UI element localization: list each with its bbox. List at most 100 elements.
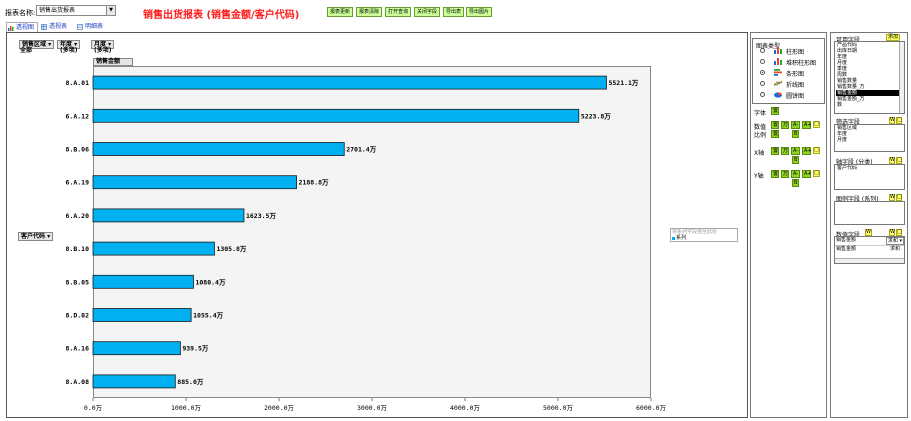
chart-type-radio-pie[interactable] (760, 92, 765, 97)
x-font-increase-button[interactable]: A+ (802, 147, 812, 155)
data-label: 1623.5万 (246, 212, 276, 220)
data-wan-button[interactable]: 万 (781, 121, 789, 129)
chevron-down-icon[interactable]: ▾ (46, 41, 52, 48)
axis-box-button[interactable]: □ (896, 157, 902, 164)
chart-type-label: 圆饼图 (786, 93, 805, 100)
x-box-button[interactable]: □ (813, 147, 820, 154)
data-font-decrease-button[interactable]: A- (791, 121, 800, 129)
filter-region-label: 销售区域 (22, 41, 47, 48)
legend-fields-title: 图例字段 (系列) (836, 196, 879, 203)
chevron-down-icon[interactable]: ▼ (106, 6, 115, 15)
y-bold-button[interactable]: B (792, 179, 799, 187)
chart-type-radio-line[interactable] (760, 81, 765, 86)
chevron-down-icon[interactable]: ▾ (106, 41, 112, 48)
value-field-button[interactable]: 销售金额 (93, 58, 133, 66)
horizontal-scrollbar[interactable] (835, 258, 904, 263)
value-row-name: 销售金额 (836, 246, 857, 252)
legend-w-button[interactable]: W (889, 194, 895, 201)
report-select[interactable]: 销售出货报表 ▼ (36, 5, 116, 16)
chart-type-radio-bar[interactable] (760, 70, 765, 75)
filter-w-button[interactable]: W (889, 117, 895, 124)
value-box-button[interactable]: □ (896, 229, 902, 236)
axis-w-button[interactable]: W (889, 157, 895, 164)
available-fields-list[interactable]: 产品代码 出库日期 年度 月度 季度 周数 销售数量 销售数量_万 销售金额 销售金额_万数 (834, 41, 905, 114)
category-label: 6.A.19 (66, 179, 90, 187)
bar (92, 142, 345, 156)
clear-report-button[interactable]: 报表清除 (356, 7, 383, 17)
value-row-agg: 求和 (889, 246, 900, 252)
filter-box-button[interactable]: □ (896, 117, 902, 124)
x-bold-button[interactable]: B (792, 156, 799, 164)
aggregation-select[interactable]: 求和 ▾ (885, 237, 904, 245)
scrollbar[interactable] (899, 42, 904, 113)
x-font-decrease-button[interactable]: A- (791, 147, 800, 155)
filter-field-year[interactable]: 年度 ▾ (57, 40, 81, 49)
filter-fields-list[interactable]: 销售区域 年度 月度 (834, 124, 905, 152)
tab-pivot-chart[interactable]: 透视图 (6, 22, 39, 32)
filter-field-month[interactable]: 月度 ▾ (91, 40, 115, 49)
list-item[interactable]: 年度 (837, 131, 848, 137)
x-set-button[interactable]: 置 (771, 147, 779, 155)
export-table-button[interactable]: 导出表 (443, 7, 465, 17)
list-item[interactable]: 出库日期 (837, 48, 858, 54)
list-item[interactable]: 销售金额_万 (837, 96, 865, 102)
list-item[interactable]: 销售数量 (837, 78, 858, 84)
tab-detail-table[interactable]: 明细表 (76, 22, 106, 32)
chevron-down-icon[interactable]: ▾ (897, 238, 902, 244)
chevron-down-icon[interactable]: ▾ (72, 41, 78, 48)
list-item[interactable]: 销售数量_万 (837, 84, 865, 90)
legend-swatch (672, 236, 675, 240)
row-field-customer-code[interactable]: 客户代码 ▾ (18, 232, 54, 241)
font-set-button[interactable]: 置 (771, 107, 779, 115)
list-item[interactable]: 周数 (837, 72, 848, 78)
list-item[interactable]: 季度 (837, 66, 848, 72)
value-fields-list[interactable]: 销售金额 求和 ▾ 销售金额 求和 (834, 236, 905, 264)
data-bold-button[interactable]: B (792, 130, 799, 138)
filter-year-label: 年度 (60, 41, 73, 48)
report-select-value: 销售出货报表 (39, 7, 76, 14)
list-item[interactable]: 月度 (837, 137, 848, 143)
chart-type-label: 柱形图 (786, 49, 805, 56)
y-font-decrease-button[interactable]: A- (791, 170, 800, 178)
open-query-button[interactable]: 打开查询 (385, 7, 412, 17)
chevron-down-icon[interactable]: ▾ (45, 233, 51, 240)
export-image-button[interactable]: 导出图片 (466, 7, 493, 17)
bar (92, 241, 215, 256)
list-item[interactable]: 月度 (837, 60, 848, 66)
legend-box-button[interactable]: □ (896, 194, 902, 201)
y-set-button[interactable]: 置 (771, 170, 779, 178)
y-wan-button[interactable]: 万 (781, 170, 789, 178)
list-item[interactable]: 客户代码 (837, 165, 858, 171)
value-w-button[interactable]: W (865, 229, 872, 236)
value-w2-button[interactable]: W (889, 229, 895, 236)
ratio-set-button[interactable]: 置 (771, 130, 779, 138)
x-wan-button[interactable]: 万 (781, 147, 789, 155)
chart-type-radio-column[interactable] (760, 48, 765, 53)
category-label: 8.B.06 (66, 146, 90, 154)
chart-type-radio-stacked-column[interactable] (760, 59, 765, 64)
data-font-increase-button[interactable]: A+ (802, 121, 812, 129)
value-field-row[interactable]: 销售金额 求和 (835, 246, 904, 252)
tab-label: 透视图 (16, 23, 35, 31)
list-item[interactable]: 数 (837, 102, 843, 108)
data-box-button[interactable]: □ (813, 121, 820, 128)
list-item[interactable]: 销售区域 (837, 125, 858, 131)
data-set-button[interactable]: 置 (771, 121, 779, 129)
refresh-report-button[interactable]: 报表更新 (327, 7, 354, 17)
axis-fields-list[interactable]: 客户代码 (834, 164, 905, 190)
list-item[interactable]: 销售金额 (836, 90, 899, 96)
tab-pivot-table[interactable]: 透视表 (40, 22, 70, 32)
chart-type-label: 条形图 (786, 71, 805, 78)
list-item[interactable]: 产品代码 (837, 42, 858, 48)
close-fields-button[interactable]: 关闭字段 (414, 7, 441, 17)
legend-fields-list[interactable] (834, 201, 905, 225)
add-field-button[interactable]: 添加 (886, 34, 900, 41)
bar (92, 374, 176, 389)
y-box-button[interactable]: □ (813, 170, 820, 177)
filter-field-region[interactable]: 销售区域 ▾ (19, 40, 55, 49)
y-font-increase-button[interactable]: A+ (802, 170, 812, 178)
list-item[interactable]: 年度 (837, 54, 848, 60)
font-label: 字体 (754, 110, 767, 117)
value-field-name: 销售金额 (836, 237, 857, 243)
legend-drop-zone[interactable]: 将系列字段拖至此处 系列 (670, 228, 738, 242)
